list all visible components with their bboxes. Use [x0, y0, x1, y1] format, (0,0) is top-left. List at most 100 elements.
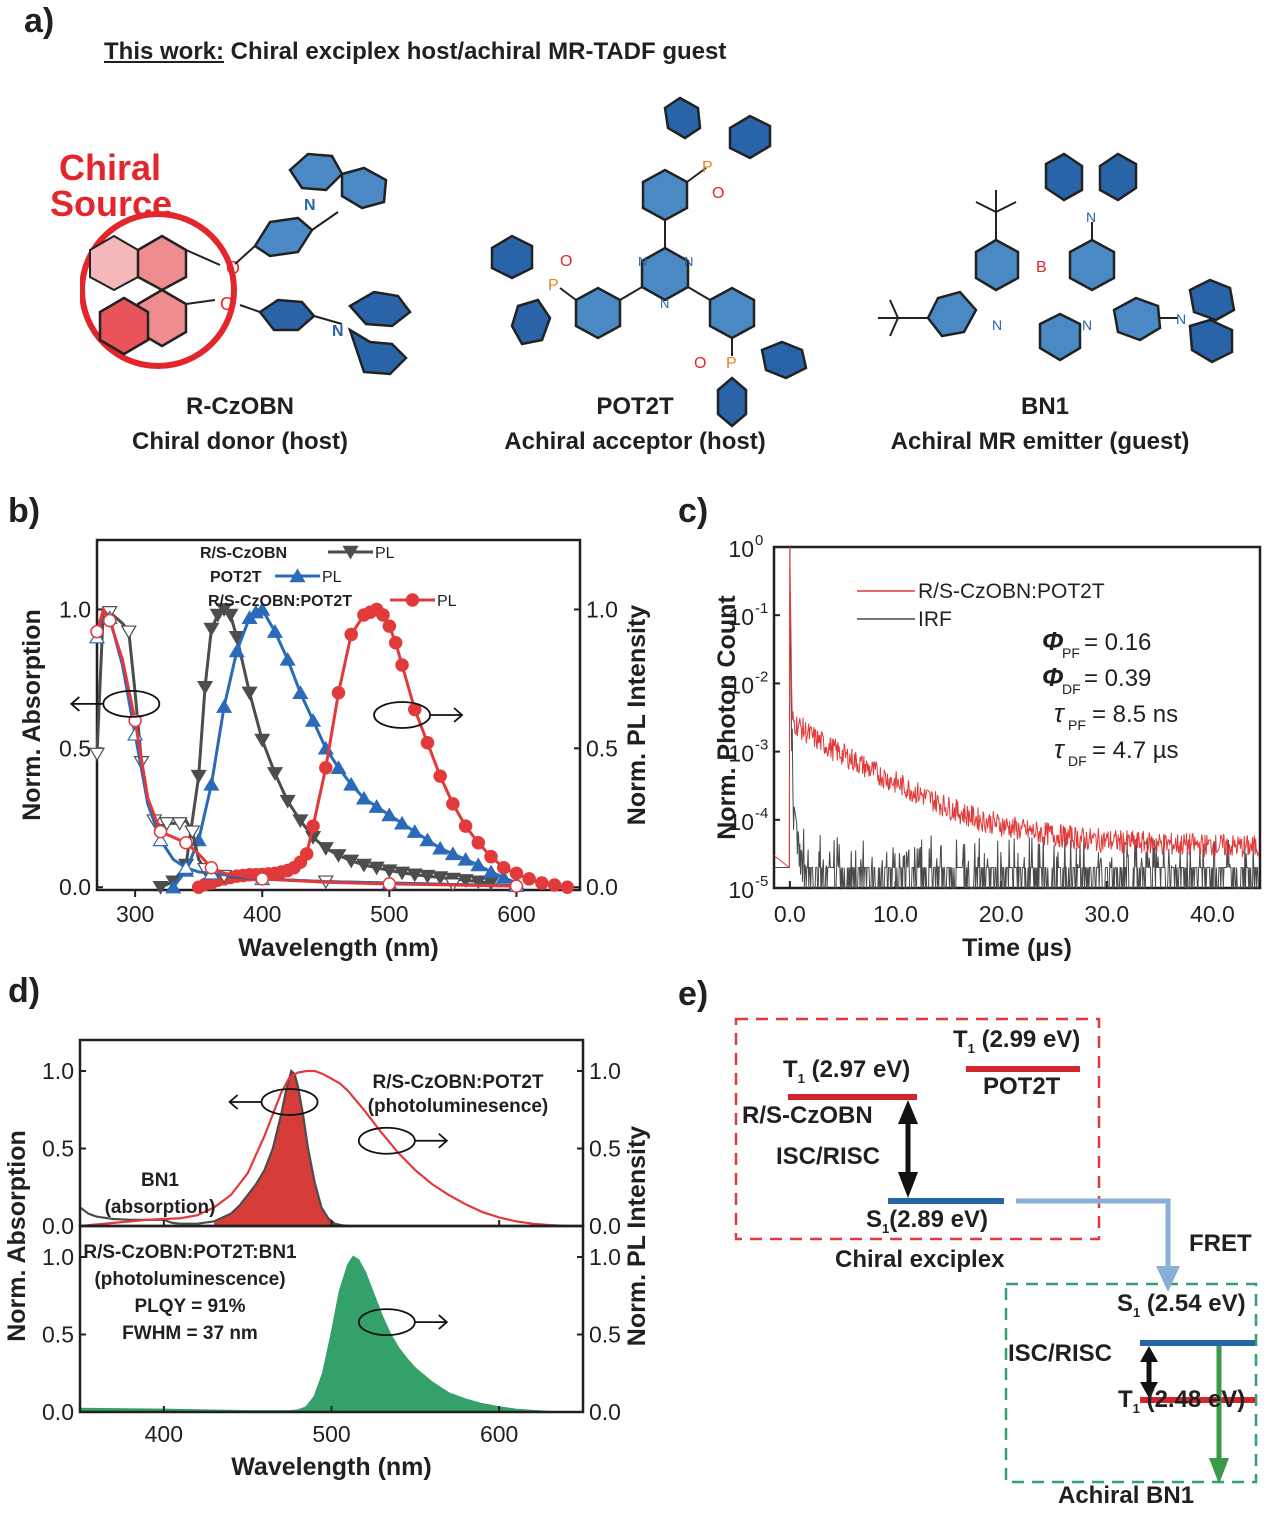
bn1-box — [1004, 1282, 1258, 1484]
legend-label: R/S-CzOBN:POT2T — [208, 593, 352, 610]
ring-phenyl-upper — [253, 216, 314, 258]
ring-top-cz-b — [1098, 152, 1138, 202]
y2-tick-label: 0.0 — [589, 1213, 621, 1239]
annotation-0: ΦPF = 0.16 — [1042, 626, 1151, 661]
arrow-right-icon — [438, 1314, 449, 1330]
ring-triazine — [640, 246, 690, 302]
data-point — [406, 868, 423, 883]
data-point — [495, 870, 512, 884]
legend-suffix: PL — [437, 593, 457, 610]
donor-material-label: R/S-CzOBN — [742, 1102, 873, 1129]
acceptor-t1-label: T1 (2.99 eV) — [953, 1026, 1081, 1056]
data-point — [496, 861, 511, 875]
arrow-left-icon — [228, 1094, 239, 1110]
y-tick-label: 0.0 — [59, 874, 91, 900]
atom-n-2: N — [332, 323, 344, 340]
data-point — [381, 807, 398, 822]
annotation-subscript: DF — [1068, 753, 1087, 769]
data-point — [279, 794, 296, 809]
data-point — [484, 849, 498, 864]
y-tick-label: 1.0 — [59, 596, 91, 622]
heading-rest: Chiral exciplex host/achiral MR-TADF gue… — [224, 38, 727, 65]
y-tick-label: 0.0 — [42, 1399, 74, 1425]
bn1-t1-label: T1 (2.48 eV) — [1118, 1386, 1246, 1416]
data-point — [330, 849, 347, 863]
chiral-source-line1: Chiral — [58, 147, 162, 188]
data-point — [355, 858, 372, 873]
y-tick-label: 0.5 — [42, 1322, 74, 1348]
y-axis-title: Norm. Photon Count — [713, 595, 741, 840]
isc-risc-label-1: ISC/RISC — [776, 1143, 881, 1170]
y2-tick-label: 1.0 — [589, 1244, 621, 1270]
ring-ph-4 — [510, 298, 552, 346]
isc-arrow-1-down — [898, 1172, 918, 1198]
data-point — [330, 760, 347, 774]
ring-left-carbazole-a — [974, 238, 1020, 292]
series-0 — [152, 603, 500, 895]
series-line — [773, 546, 1260, 869]
ellipse-marker — [373, 701, 431, 729]
series-irf — [774, 546, 1259, 889]
label-line-1: R/S-CzOBN:POT2T:BN1 — [83, 1242, 297, 1263]
annotation-1: ΦDF = 0.39 — [1042, 662, 1151, 697]
data-point — [394, 866, 411, 881]
panel-e-label: e) — [678, 975, 709, 1013]
series-line — [172, 607, 518, 889]
chiral-source-circle — [80, 211, 237, 369]
data-point — [509, 866, 524, 881]
data-point — [184, 825, 201, 840]
data-point — [292, 685, 309, 699]
isc-arrow-2-down — [1140, 1382, 1158, 1398]
x-tick-label: 0.0 — [774, 901, 806, 927]
ring-right-carbazole-a — [1068, 238, 1116, 292]
ring-central — [1038, 312, 1082, 362]
pl-axis-indicator — [357, 1308, 449, 1337]
data-point — [433, 769, 447, 783]
data-point — [471, 836, 486, 850]
atom-b: B — [1036, 259, 1047, 276]
data-point — [331, 686, 346, 700]
legend-label: POT2T — [210, 569, 262, 586]
ring-naphthyl-lower-b — [98, 296, 150, 356]
data-point — [522, 872, 536, 886]
data-point — [228, 643, 245, 658]
atom-o-3: O — [694, 355, 706, 372]
data-point — [203, 776, 220, 791]
label-line-4: FWHM = 37 nm — [122, 1323, 258, 1344]
chiral-source-label: Chiral Source — [50, 147, 172, 222]
data-point — [319, 761, 333, 775]
atom-n-1: N — [638, 254, 647, 269]
label-pl-line2: (photoluminesence) — [368, 1096, 549, 1117]
annotation-subscript: DF — [1062, 681, 1081, 697]
data-point — [368, 861, 385, 876]
x-tick-label: 40.0 — [1190, 901, 1235, 927]
y-tick-label: 0.5 — [42, 1136, 74, 1162]
atom-p-3: P — [726, 355, 737, 372]
chart-b: 300 400 500 600 0.0 0.5 1.0 0.0 0.5 1.0 Wavelength… — [18, 538, 651, 962]
data-point — [376, 608, 390, 622]
data-point — [457, 851, 474, 866]
ring-top-cz-a — [1044, 152, 1084, 202]
legend-suffix: PL — [322, 569, 342, 586]
atom-o-2: O — [560, 253, 572, 270]
x-tick-label: 20.0 — [979, 901, 1024, 927]
y2-tick-label: 1.0 — [589, 1058, 621, 1084]
fret-label: FRET — [1189, 1230, 1252, 1257]
series-line — [774, 546, 1259, 889]
legend-suffix: PL — [375, 545, 395, 562]
arrow-right-icon — [438, 1133, 449, 1149]
data-point — [343, 776, 360, 791]
data-point — [203, 622, 220, 637]
y2-tick-label: 0.5 — [589, 1136, 621, 1162]
annotation-symbol: τ — [1054, 698, 1066, 728]
data-point — [419, 832, 436, 847]
panel-d-label: d) — [8, 972, 41, 1010]
label-abs-line1: BN1 — [141, 1170, 179, 1191]
data-point — [420, 736, 435, 750]
atom-n-3: N — [1086, 209, 1096, 225]
ring-carbazole-lower-a — [348, 290, 412, 328]
legend-marker — [405, 593, 420, 607]
ring-aryl-right — [708, 286, 756, 340]
panel-a-label: a) — [24, 2, 55, 40]
y-tick-exponent: -3 — [755, 737, 768, 754]
